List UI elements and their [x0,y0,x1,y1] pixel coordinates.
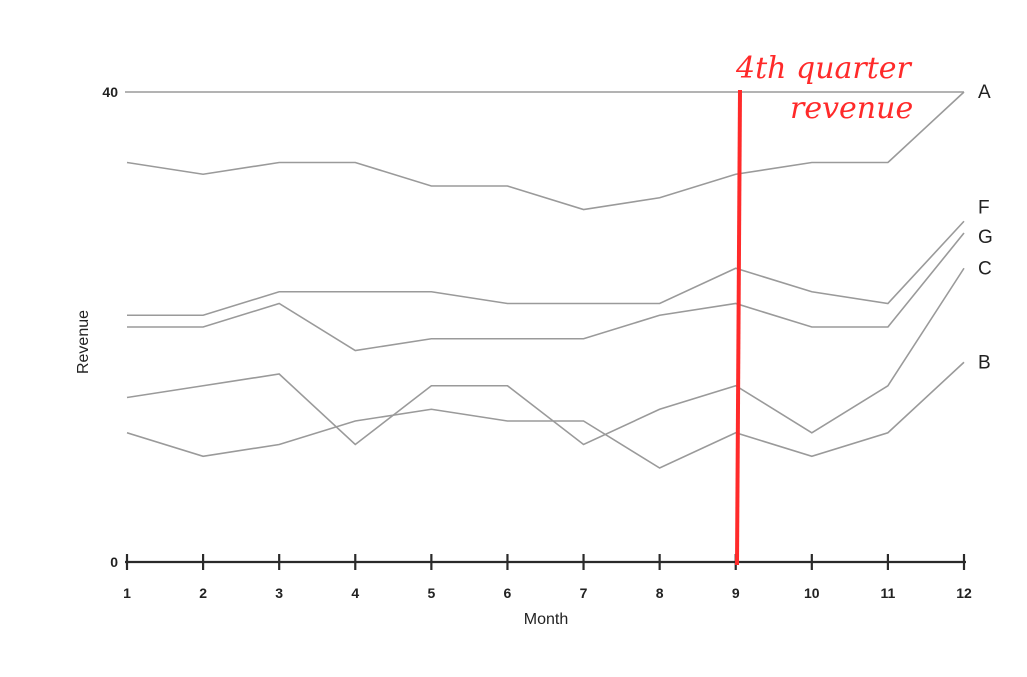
x-tick-label-12: 12 [956,585,972,601]
x-tick-label-2: 2 [199,585,207,601]
x-tick-label-8: 8 [656,585,664,601]
series-f-label: F [978,197,990,218]
series-g-label: G [978,227,993,248]
series-c-label: C [978,258,992,279]
series-b-label: B [978,352,991,373]
series-f-line [127,220,965,317]
series-c-line [126,267,965,446]
annotation-text-line1: 4th quarter [735,51,913,86]
x-tick-label-9: 9 [732,585,740,601]
x-tick-label-1: 1 [123,585,131,601]
x-tick-label-4: 4 [351,585,359,601]
x-tick-label-6: 6 [504,585,512,601]
series-b-line [126,361,965,469]
series-a-label: A [978,82,991,103]
x-tick-label-3: 3 [275,585,283,601]
y-tick-label-40: 40 [102,84,118,100]
annotation-line [735,89,742,566]
y-axis-title: Revenue [75,310,92,374]
x-tick-label-10: 10 [804,585,820,601]
x-axis-title: Month [524,611,568,628]
series-g-line [127,232,965,352]
x-tick-label-11: 11 [881,585,896,601]
series-a-line [126,91,965,211]
annotation-text-line2: revenue [790,91,913,126]
x-tick-label-7: 7 [580,585,588,601]
y-tick-label-0: 0 [110,554,118,570]
x-tick-label-5: 5 [427,585,435,601]
